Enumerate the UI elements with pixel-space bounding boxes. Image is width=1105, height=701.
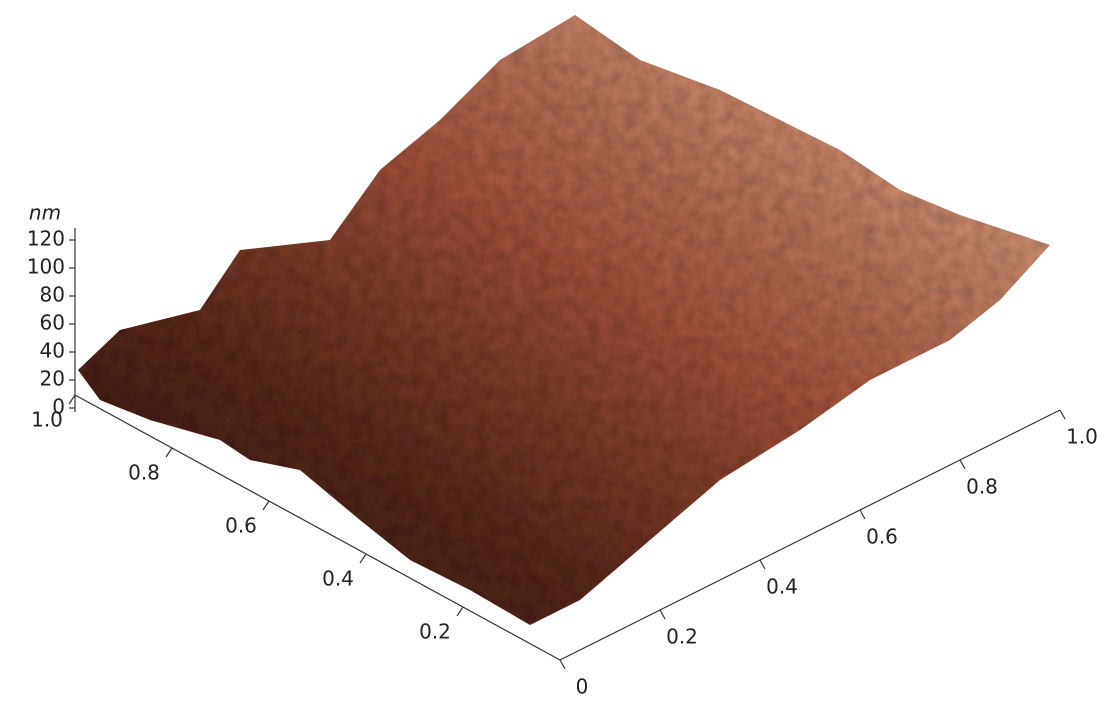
x-tick-label: 1.0 — [1066, 425, 1098, 449]
y-tick-label: 0.2 — [419, 620, 451, 644]
z-tick-label: 20 — [40, 367, 65, 391]
x-tick — [660, 610, 665, 619]
x-tick-label: 0.2 — [666, 625, 698, 649]
y-tick-label: 0.6 — [225, 514, 257, 538]
x-tick-label: 0 — [576, 675, 589, 699]
y-tick-label: 0.8 — [128, 461, 160, 485]
x-tick-label: 0.4 — [766, 575, 798, 599]
y-tick — [166, 448, 172, 457]
x-tick-label: 0.8 — [966, 475, 998, 499]
z-tick-label: 100 — [27, 255, 65, 279]
x-tick — [560, 660, 565, 669]
y-tick — [457, 607, 463, 616]
z-tick-label: 80 — [40, 283, 65, 307]
x-tick — [1060, 410, 1065, 419]
z-axis-label: nm — [29, 201, 61, 225]
x-tick — [760, 560, 765, 569]
y-tick-label: 0.4 — [322, 567, 354, 591]
x-tick — [860, 510, 865, 519]
z-tick-label: 120 — [27, 227, 65, 251]
z-tick-label: 0 — [52, 395, 65, 419]
x-tick — [960, 460, 965, 469]
y-tick — [360, 554, 366, 563]
y-tick — [263, 501, 269, 510]
z-tick-label: 60 — [40, 311, 65, 335]
surface — [78, 15, 1050, 625]
z-tick-label: 40 — [40, 339, 65, 363]
x-tick-label: 0.6 — [866, 525, 898, 549]
y-tick — [69, 395, 75, 404]
chart: 00.20.40.60.81.00.20.40.60.81.0020406080… — [0, 0, 1105, 701]
